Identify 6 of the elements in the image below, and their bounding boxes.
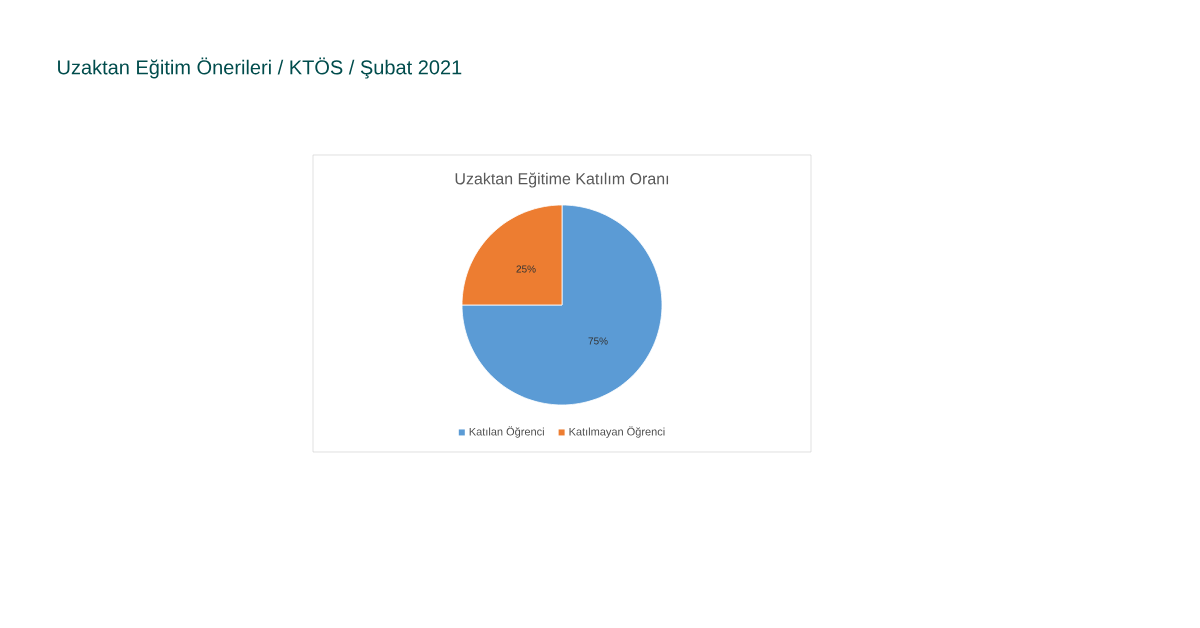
legend-label: Katılan Öğrenci — [469, 426, 544, 438]
data-label: 25% — [516, 265, 536, 273]
text: Uzaktan Eğitim Önerileri / KTÖS / Şubat 2021 — [58, 57, 462, 79]
chart-title: Uzaktan Eğitime Katılım Oranı — [455, 172, 669, 188]
data-label: 75% — [588, 337, 608, 345]
legend-label: Katılmayan Öğrenci — [569, 426, 665, 438]
